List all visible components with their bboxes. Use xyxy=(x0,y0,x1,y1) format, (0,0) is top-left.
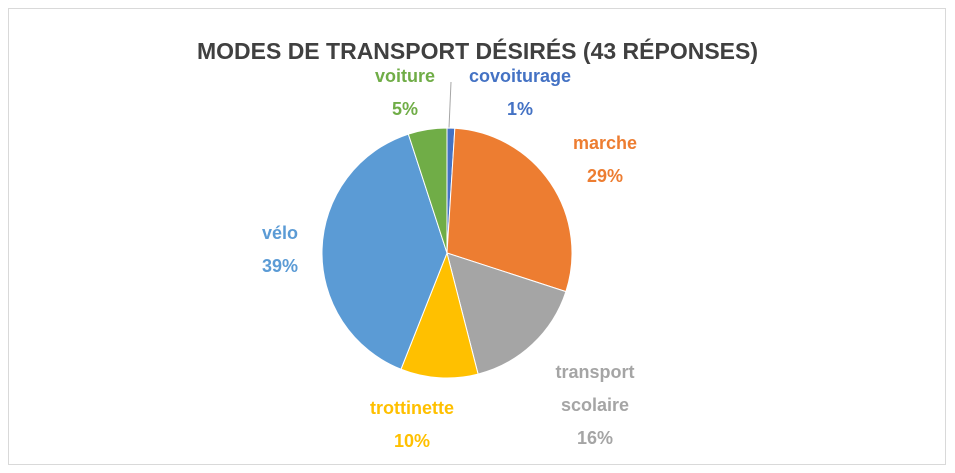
category-label: transport scolaire xyxy=(555,362,635,415)
slice-label: voiture 5% xyxy=(375,60,435,126)
pie-slice xyxy=(321,133,448,370)
category-label: covoiturage xyxy=(468,66,572,86)
value-label: 5% xyxy=(391,99,419,119)
value-label: 29% xyxy=(586,166,624,186)
value-label: 1% xyxy=(506,99,533,119)
slice-label: covoiturage 1% xyxy=(469,60,571,126)
value-label: 16% xyxy=(576,428,614,448)
chart-frame xyxy=(8,8,946,465)
slice-label: trottinette 10% xyxy=(370,392,454,458)
value-label: 39% xyxy=(261,256,299,276)
category-label: voiture xyxy=(374,66,436,86)
category-label: vélo xyxy=(261,223,299,243)
pie-slice xyxy=(446,127,573,293)
value-label: 10% xyxy=(393,431,431,451)
category-label: trottinette xyxy=(370,398,454,418)
chart-title: MODES DE TRANSPORT DÉSIRÉS (43 RÉPONSES) xyxy=(196,38,759,64)
slice-label: marche 29% xyxy=(573,127,637,193)
pie-slice xyxy=(400,251,479,379)
pie-slice xyxy=(446,252,567,375)
slice-label: vélo 39% xyxy=(262,217,298,283)
pie-slice xyxy=(407,127,448,254)
leader-line xyxy=(448,81,452,129)
slice-label: transport scolaire 16% xyxy=(540,356,650,455)
category-label: marche xyxy=(572,133,638,153)
